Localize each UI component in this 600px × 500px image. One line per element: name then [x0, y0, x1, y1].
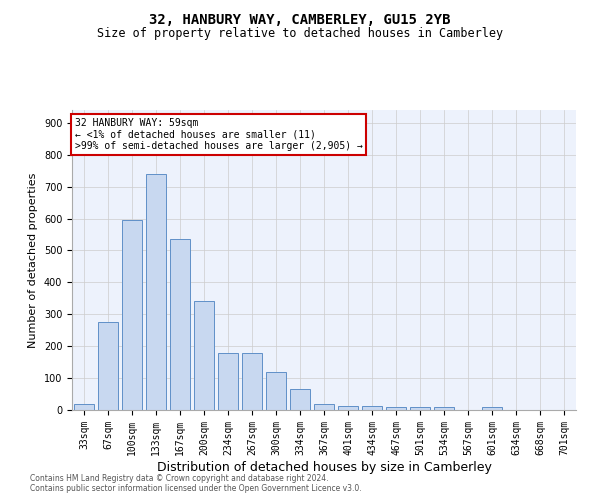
Bar — [146, 174, 166, 410]
X-axis label: Distribution of detached houses by size in Camberley: Distribution of detached houses by size … — [157, 460, 491, 473]
Bar — [338, 406, 358, 410]
Bar — [218, 353, 238, 410]
Bar — [98, 322, 118, 410]
Text: 32, HANBURY WAY, CAMBERLEY, GU15 2YB: 32, HANBURY WAY, CAMBERLEY, GU15 2YB — [149, 12, 451, 26]
Text: Size of property relative to detached houses in Camberley: Size of property relative to detached ho… — [97, 28, 503, 40]
Bar — [266, 372, 286, 410]
Text: 32 HANBURY WAY: 59sqm
← <1% of detached houses are smaller (11)
>99% of semi-det: 32 HANBURY WAY: 59sqm ← <1% of detached … — [74, 118, 362, 150]
Bar — [290, 388, 310, 410]
Bar — [386, 407, 406, 410]
Bar — [434, 407, 454, 410]
Text: Contains HM Land Registry data © Crown copyright and database right 2024.: Contains HM Land Registry data © Crown c… — [30, 474, 329, 483]
Y-axis label: Number of detached properties: Number of detached properties — [28, 172, 38, 348]
Bar — [482, 407, 502, 410]
Text: Contains public sector information licensed under the Open Government Licence v3: Contains public sector information licen… — [30, 484, 362, 493]
Bar — [362, 406, 382, 410]
Bar — [242, 353, 262, 410]
Bar — [122, 220, 142, 410]
Bar — [410, 407, 430, 410]
Bar — [194, 302, 214, 410]
Bar — [314, 404, 334, 410]
Bar — [170, 240, 190, 410]
Bar — [74, 404, 94, 410]
